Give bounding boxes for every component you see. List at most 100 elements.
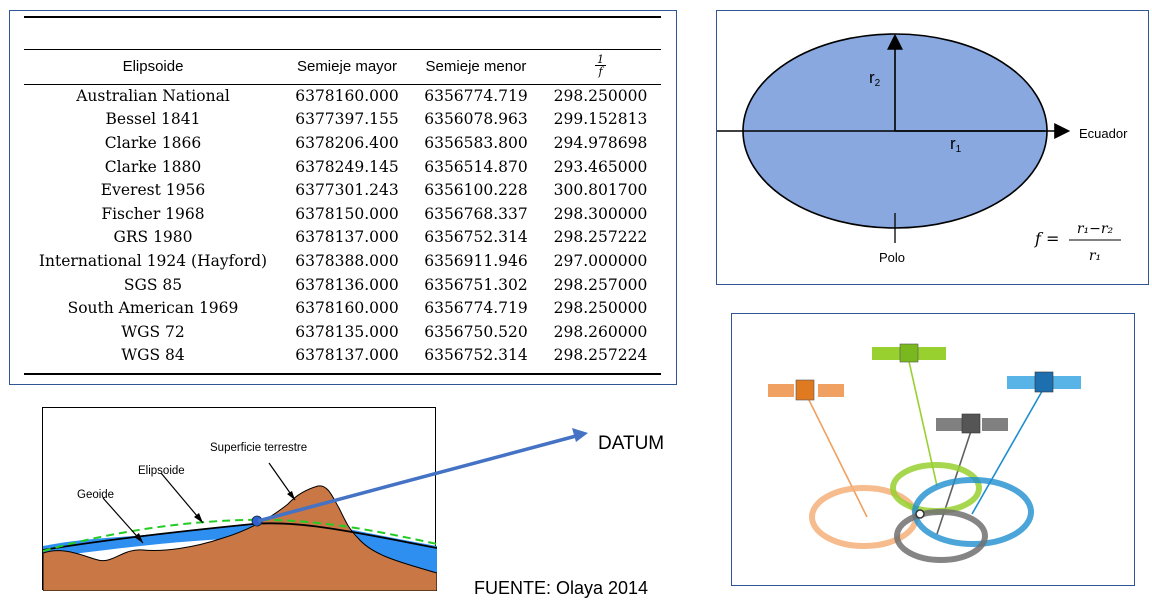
table-top-rule — [24, 16, 661, 18]
cell-semi-major: 6378206.400 — [295, 133, 399, 152]
gray-satellite-icon — [936, 413, 1008, 434]
equator-label: Ecuador — [1079, 126, 1128, 141]
r2-label: r2 — [869, 68, 881, 89]
table-row: International 1924 (Hayford) 6378388.000 6… — [24, 249, 661, 273]
cell-ellipsoid: GRS 1980 — [113, 228, 193, 247]
ellipse-diagram: r2 r1 Ecuador Polo f = r₁−r₂ r₁ — [717, 33, 1128, 265]
r1-label: r1 — [950, 134, 962, 155]
cell-ellipsoid: Australian National — [76, 86, 230, 105]
formula-lhs: f = — [1034, 229, 1059, 248]
cell-inverse-flattening: 298.257224 — [553, 346, 648, 365]
satellite-trilateration-panel — [731, 313, 1135, 586]
cell-semi-minor: 6356911.946 — [424, 251, 528, 270]
table-row: SGS 85 6378136.000 6356751.302 298.257000 — [24, 273, 661, 297]
cell-semi-minor: 6356750.520 — [424, 322, 528, 341]
cell-semi-minor: 6356751.302 — [424, 275, 528, 294]
cell-inverse-flattening: 298.250000 — [553, 86, 648, 105]
geoid-line — [43, 518, 437, 552]
pole-label: Polo — [879, 250, 905, 265]
ellipsoid-pointer — [160, 472, 204, 524]
cell-semi-minor: 6356514.870 — [424, 157, 528, 176]
table-header-rule-bottom — [24, 84, 661, 85]
table-row: Australian National 6378160.000 6356774.71… — [24, 84, 661, 108]
table-row: Clarke 1866 6378206.400 6356583.800 294.978… — [24, 131, 661, 155]
cell-ellipsoid: International 1924 (Hayford) — [38, 251, 268, 270]
cell-semi-major: 6378135.000 — [295, 322, 399, 341]
cell-inverse-flattening: 300.801700 — [553, 181, 648, 200]
cell-inverse-flattening: 298.260000 — [553, 322, 648, 341]
table-row: Fischer 1968 6378150.000 6356768.337 298.30… — [24, 202, 661, 226]
geoid-ellipsoid-panel: Superficie terrestre Elipsoide Geoide — [42, 407, 437, 591]
table-body: Australian National 6378160.000 6356774.71… — [24, 84, 661, 367]
table-header-rule-top — [24, 49, 661, 50]
green-satellite-icon — [872, 343, 946, 363]
fraction-one-over-f: 1 f — [595, 53, 606, 78]
cell-semi-minor: 6356078.963 — [424, 110, 528, 129]
orange-signal-line — [805, 393, 868, 518]
cell-inverse-flattening: 294.978698 — [553, 133, 648, 152]
cell-inverse-flattening: 299.152813 — [553, 110, 648, 129]
geoid-ellipsoid-diagram: Superficie terrestre Elipsoide Geoide — [43, 442, 437, 591]
ellipsoid-table-panel: Elipsoide Semieje mayor Semieje menor 1 … — [9, 10, 677, 385]
cell-semi-major: 6377301.243 — [295, 181, 399, 200]
blue-satellite-icon — [1007, 371, 1081, 393]
cell-semi-minor: 6356752.314 — [424, 346, 528, 365]
datum-label: DATUM — [598, 433, 665, 454]
cell-semi-major: 6378150.000 — [295, 204, 399, 223]
gray-ring — [894, 509, 988, 563]
cell-semi-major: 6378388.000 — [295, 251, 399, 270]
geoid-label: Geoide — [77, 489, 114, 501]
cell-inverse-flattening: 298.257000 — [553, 275, 648, 294]
cell-ellipsoid: Clarke 1880 — [104, 157, 202, 176]
datum-arrow-head — [572, 428, 588, 442]
header-ellipsoid: Elipsoide — [122, 58, 184, 75]
cell-semi-major: 6378249.145 — [295, 157, 399, 176]
table-row: WGS 84 6378137.000 6356752.314 298.257224 — [24, 344, 661, 368]
cell-ellipsoid: SGS 85 — [123, 275, 183, 294]
cell-inverse-flattening: 298.257222 — [553, 228, 648, 247]
cell-semi-major: 6378160.000 — [295, 299, 399, 318]
surface-label: Superficie terrestre — [210, 442, 307, 454]
header-semi-major: Semieje mayor — [296, 58, 398, 75]
ellipse-diagram-panel: r2 r1 Ecuador Polo f = r₁−r₂ r₁ — [716, 10, 1149, 285]
cell-ellipsoid: South American 1969 — [67, 299, 239, 318]
source-label: FUENTE: Olaya 2014 — [474, 578, 649, 598]
formula-denominator: r₁ — [1089, 248, 1101, 264]
satellite-diagram — [768, 343, 1081, 563]
header-inverse-flattening: 1 f — [540, 49, 661, 84]
table-row: GRS 1980 6378137.000 6356752.314 298.257222 — [24, 226, 661, 250]
datum-point — [251, 515, 263, 527]
table-row: Everest 1956 6377301.243 6356100.228 300.80… — [24, 178, 661, 202]
cell-semi-minor: 6356100.228 — [424, 181, 528, 200]
cell-semi-major: 6377397.155 — [295, 110, 399, 129]
cell-ellipsoid: Clarke 1866 — [104, 133, 202, 152]
table-row: Bessel 1841 6377397.155 6356078.963 299.152… — [24, 108, 661, 132]
header-semi-minor: Semieje menor — [425, 58, 527, 75]
cell-ellipsoid: Bessel 1841 — [105, 110, 201, 129]
ellipsoid-label: Elipsoide — [138, 465, 185, 477]
cell-semi-minor: 6356774.719 — [424, 86, 528, 105]
cell-ellipsoid: WGS 84 — [121, 346, 185, 365]
cell-semi-minor: 6356752.314 — [424, 228, 528, 247]
cell-semi-major: 6378137.000 — [295, 228, 399, 247]
intersection-point — [915, 509, 925, 519]
cell-ellipsoid: WGS 72 — [121, 322, 185, 341]
table-row: South American 1969 6378160.000 6356774.71… — [24, 296, 661, 320]
cell-inverse-flattening: 298.250000 — [553, 299, 648, 318]
cell-semi-minor: 6356583.800 — [424, 133, 528, 152]
cell-semi-minor: 6356774.719 — [424, 299, 528, 318]
cell-semi-major: 6378137.000 — [295, 346, 399, 365]
cell-inverse-flattening: 298.300000 — [553, 204, 648, 223]
formula-numerator: r₁−r₂ — [1077, 221, 1114, 237]
cell-inverse-flattening: 297.000000 — [553, 251, 648, 270]
blue-signal-line — [971, 385, 1046, 515]
table-bottom-rule — [24, 373, 661, 375]
cell-semi-minor: 6356768.337 — [424, 204, 528, 223]
blue-ring — [912, 477, 1034, 547]
cell-semi-major: 6378160.000 — [295, 86, 399, 105]
orange-satellite-icon — [768, 379, 844, 401]
table-row: WGS 72 6378135.000 6356750.520 298.260000 — [24, 320, 661, 344]
table-row: Clarke 1880 6378249.145 6356514.870 293.465… — [24, 155, 661, 179]
cell-ellipsoid: Everest 1956 — [100, 181, 206, 200]
cell-semi-major: 6378136.000 — [295, 275, 399, 294]
